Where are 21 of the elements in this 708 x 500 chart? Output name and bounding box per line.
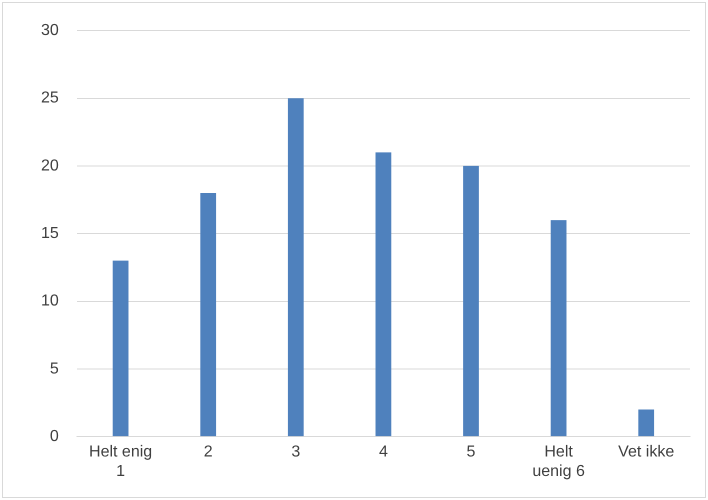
x-tick-label: Helt uenig 6 [532, 444, 585, 480]
y-tick-label: 25 [41, 90, 59, 107]
bar [376, 152, 392, 436]
bar [463, 166, 479, 436]
x-tick-label: 4 [378, 444, 388, 461]
bar [200, 193, 216, 436]
y-tick-label: 20 [41, 157, 59, 174]
bar [550, 220, 566, 436]
x-tick-label: 5 [466, 444, 476, 461]
y-tick-label: 30 [41, 22, 59, 40]
y-tick-label: 0 [50, 428, 59, 446]
y-tick-label: 10 [41, 292, 59, 310]
x-tick-label: Vet ikke [618, 444, 674, 461]
x-tick-label: Helt enig 1 [89, 444, 152, 480]
bar [288, 98, 304, 436]
bar [638, 410, 654, 436]
x-tick-label: 2 [204, 444, 213, 461]
y-tick-label: 5 [50, 360, 59, 378]
bar [112, 260, 128, 436]
y-tick-label: 15 [41, 225, 59, 242]
x-tick-label: 3 [291, 444, 300, 461]
